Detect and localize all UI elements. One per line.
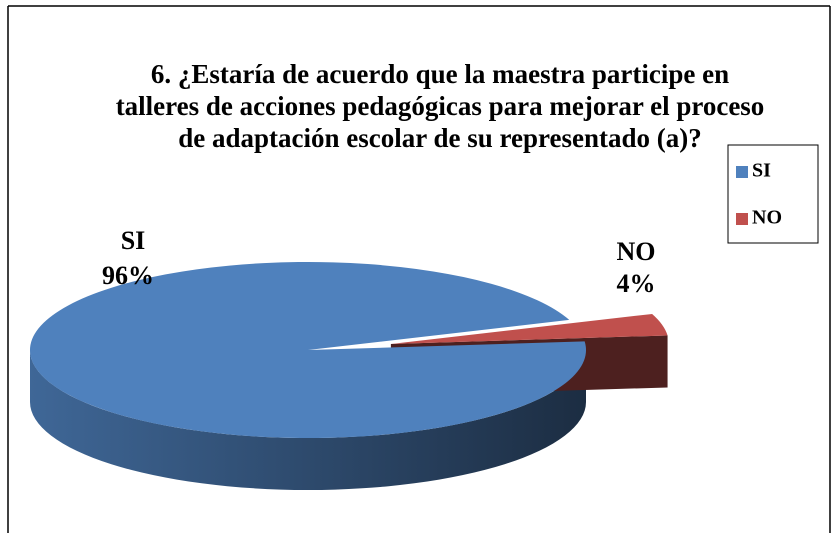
data-label-value: 96%	[102, 261, 154, 290]
data-label-name: SI	[121, 226, 146, 255]
slice-top	[390, 313, 668, 345]
data-label-name: NO	[617, 237, 656, 266]
legend-label: SI	[752, 160, 771, 182]
slice-side	[30, 350, 586, 490]
legend-label: NO	[752, 207, 782, 229]
slice-top	[29, 261, 586, 438]
pie	[29, 261, 668, 490]
chart-title: 6. ¿Estaría de acuerdo que la maestra pa…	[115, 59, 765, 153]
legend-box	[727, 144, 819, 244]
legend-swatch	[736, 213, 748, 225]
legend-swatch	[736, 166, 748, 178]
data-label-value: 4%	[617, 269, 656, 298]
